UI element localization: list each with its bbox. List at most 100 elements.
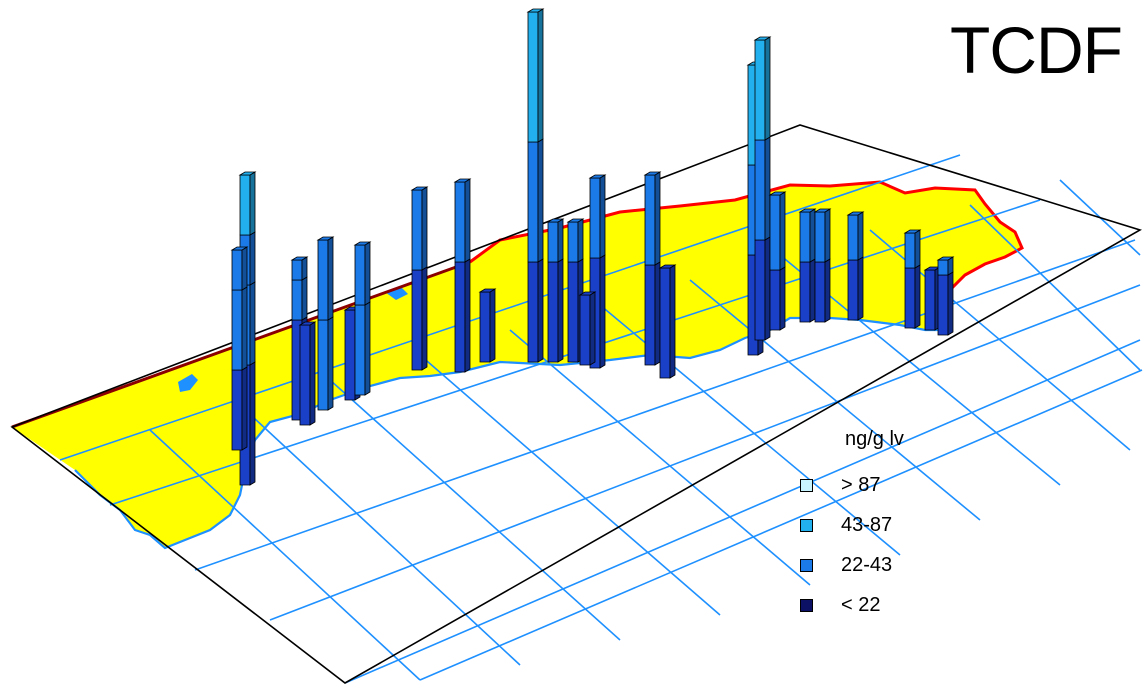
bar-segment (904, 232, 916, 269)
bar-segment-side (764, 236, 771, 341)
legend-label: 43-87 (841, 513, 893, 536)
bar-segment-side (577, 218, 584, 263)
legend-title: ng/g lv (845, 428, 904, 450)
bar-segment (354, 304, 366, 396)
bar-segment (317, 319, 329, 411)
legend-swatch (800, 558, 813, 572)
bar-segment (754, 139, 766, 241)
legend-label: > 87 (841, 473, 881, 496)
bar-segment-side (309, 321, 316, 426)
lake (385, 286, 408, 300)
bar-segment-side (824, 258, 831, 323)
bar-segment (317, 239, 329, 321)
bar-top (290, 256, 309, 261)
bar-segment-side (464, 178, 471, 263)
bar-segment (847, 259, 859, 321)
bar-segment (644, 174, 656, 266)
bar-segment (454, 261, 466, 373)
bar-segment-side (654, 171, 661, 266)
bar-segment-side (557, 258, 564, 363)
bar-top (846, 211, 865, 216)
legend-swatch (800, 598, 813, 612)
bar-segment-side (764, 136, 771, 241)
bar-segment (754, 239, 766, 341)
bar-top (903, 229, 922, 234)
bar-top (546, 218, 565, 223)
bar-segment (291, 259, 303, 281)
bar-segment-side (464, 258, 471, 373)
bar-segment-side (537, 138, 544, 263)
bar-segment-side (241, 286, 248, 371)
bar-segment-side (589, 291, 596, 366)
bar-segment (239, 174, 251, 236)
legend-label: 22-43 (841, 553, 893, 576)
bar-top (566, 218, 585, 223)
bar-segment (799, 211, 811, 263)
bar-segment-side (241, 366, 248, 451)
bar-segment (814, 211, 826, 263)
bar-segment-side (241, 246, 248, 291)
bar-segment-side (364, 301, 371, 396)
bar-segment-side (537, 258, 544, 363)
bar-segment (547, 261, 559, 363)
bar-top (798, 208, 817, 213)
legend-item: < 22 (800, 585, 904, 625)
bar-top (478, 288, 497, 293)
bar-segment (299, 324, 311, 426)
bar-segment-side (857, 256, 864, 321)
legend-swatch (800, 518, 813, 532)
bar-segment-side (809, 208, 816, 263)
grid-lines (59, 154, 1143, 684)
bar-segment (567, 261, 579, 363)
bar-segment-side (301, 276, 308, 321)
bar-segment-side (779, 191, 786, 271)
bar-segment (411, 189, 423, 271)
legend: ng/g lv > 87 43-87 22-43 < 22 (800, 428, 904, 625)
bar-top (410, 186, 429, 191)
bar-segment (579, 294, 591, 366)
bar-segment-side (249, 171, 256, 236)
bar-segment-side (654, 261, 661, 366)
bar-segment (814, 261, 826, 323)
bar-segment-side (914, 264, 921, 329)
bar-top (588, 174, 607, 179)
bar-segment (799, 261, 811, 323)
bar-segment (924, 269, 936, 331)
bar-segment-side (249, 281, 256, 366)
bar-segment (291, 279, 303, 321)
bar-segment-side (557, 218, 564, 263)
legend-item: > 87 (800, 465, 904, 505)
bar-segment-side (421, 266, 428, 371)
bar-segment (527, 261, 539, 363)
bar-top (298, 321, 317, 326)
bar-segment (344, 309, 356, 401)
bar-top (316, 236, 335, 241)
bar-segment (769, 194, 781, 271)
bar-segment (659, 267, 671, 379)
bar-segment (644, 264, 656, 366)
bar-segment (589, 177, 601, 259)
bar-top (526, 8, 545, 13)
bar-segment (937, 259, 949, 276)
bar-segment (937, 274, 949, 336)
bar-segment-side (301, 256, 308, 281)
bar-segment-side (669, 264, 676, 379)
bar-segment (547, 221, 559, 263)
bar-segment-side (947, 271, 954, 336)
bar-top (453, 178, 472, 183)
bar-segment-side (779, 266, 786, 331)
bar-top (643, 171, 662, 176)
lake (178, 374, 198, 392)
bar-top (578, 291, 597, 296)
bar-segment (231, 369, 243, 451)
bar-segment-side (599, 174, 606, 259)
legend-swatch (800, 478, 813, 492)
bar-segment (411, 269, 423, 371)
bar-segment-side (537, 8, 544, 143)
bar-segment (847, 214, 859, 261)
bar-segment (231, 249, 243, 291)
bar-segment (354, 244, 366, 306)
bar-top (768, 191, 787, 196)
bar-segment-side (249, 231, 256, 286)
